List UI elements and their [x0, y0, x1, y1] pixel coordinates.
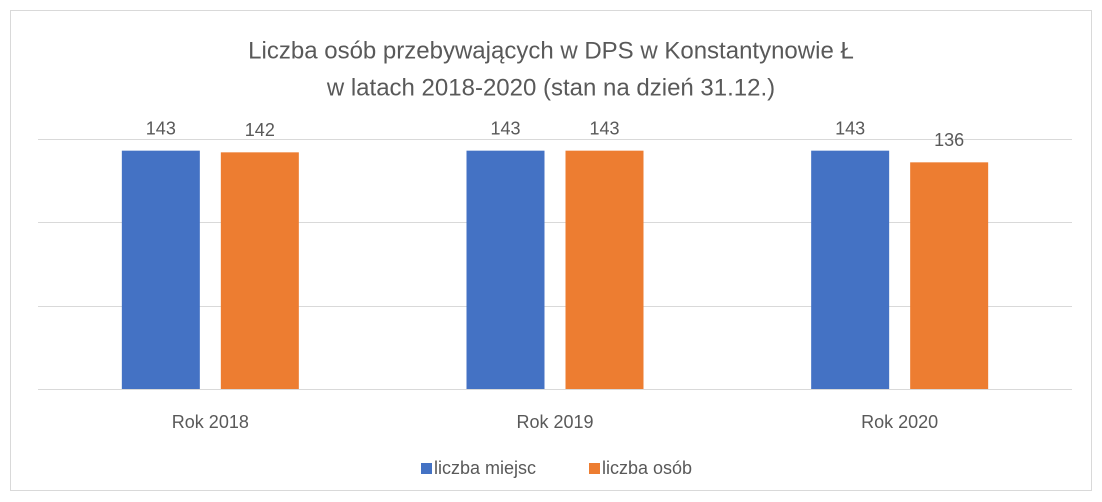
x-tick-label: Rok 2018 — [172, 412, 249, 432]
data-label: 143 — [146, 118, 176, 138]
data-label: 142 — [245, 120, 275, 140]
data-label: 143 — [835, 118, 865, 138]
chart-title: Liczba osób przebywających w DPS w Konst… — [248, 37, 854, 64]
legend-label: liczba osób — [602, 458, 692, 478]
legend-swatch — [589, 463, 600, 474]
data-label: 143 — [589, 118, 619, 138]
x-tick-label: Rok 2019 — [516, 412, 593, 432]
bar — [565, 150, 644, 389]
x-tick-label: Rok 2020 — [861, 412, 938, 432]
legend-label: liczba miejsc — [434, 458, 536, 478]
legend-swatch — [421, 463, 432, 474]
bar — [466, 150, 545, 389]
bar — [811, 150, 890, 389]
chart-title: w latach 2018-2020 (stan na dzień 31.12.… — [326, 74, 775, 101]
bar — [121, 150, 200, 389]
bar — [220, 152, 299, 389]
data-label: 143 — [490, 118, 520, 138]
bar — [910, 162, 989, 389]
data-label: 136 — [934, 130, 964, 150]
